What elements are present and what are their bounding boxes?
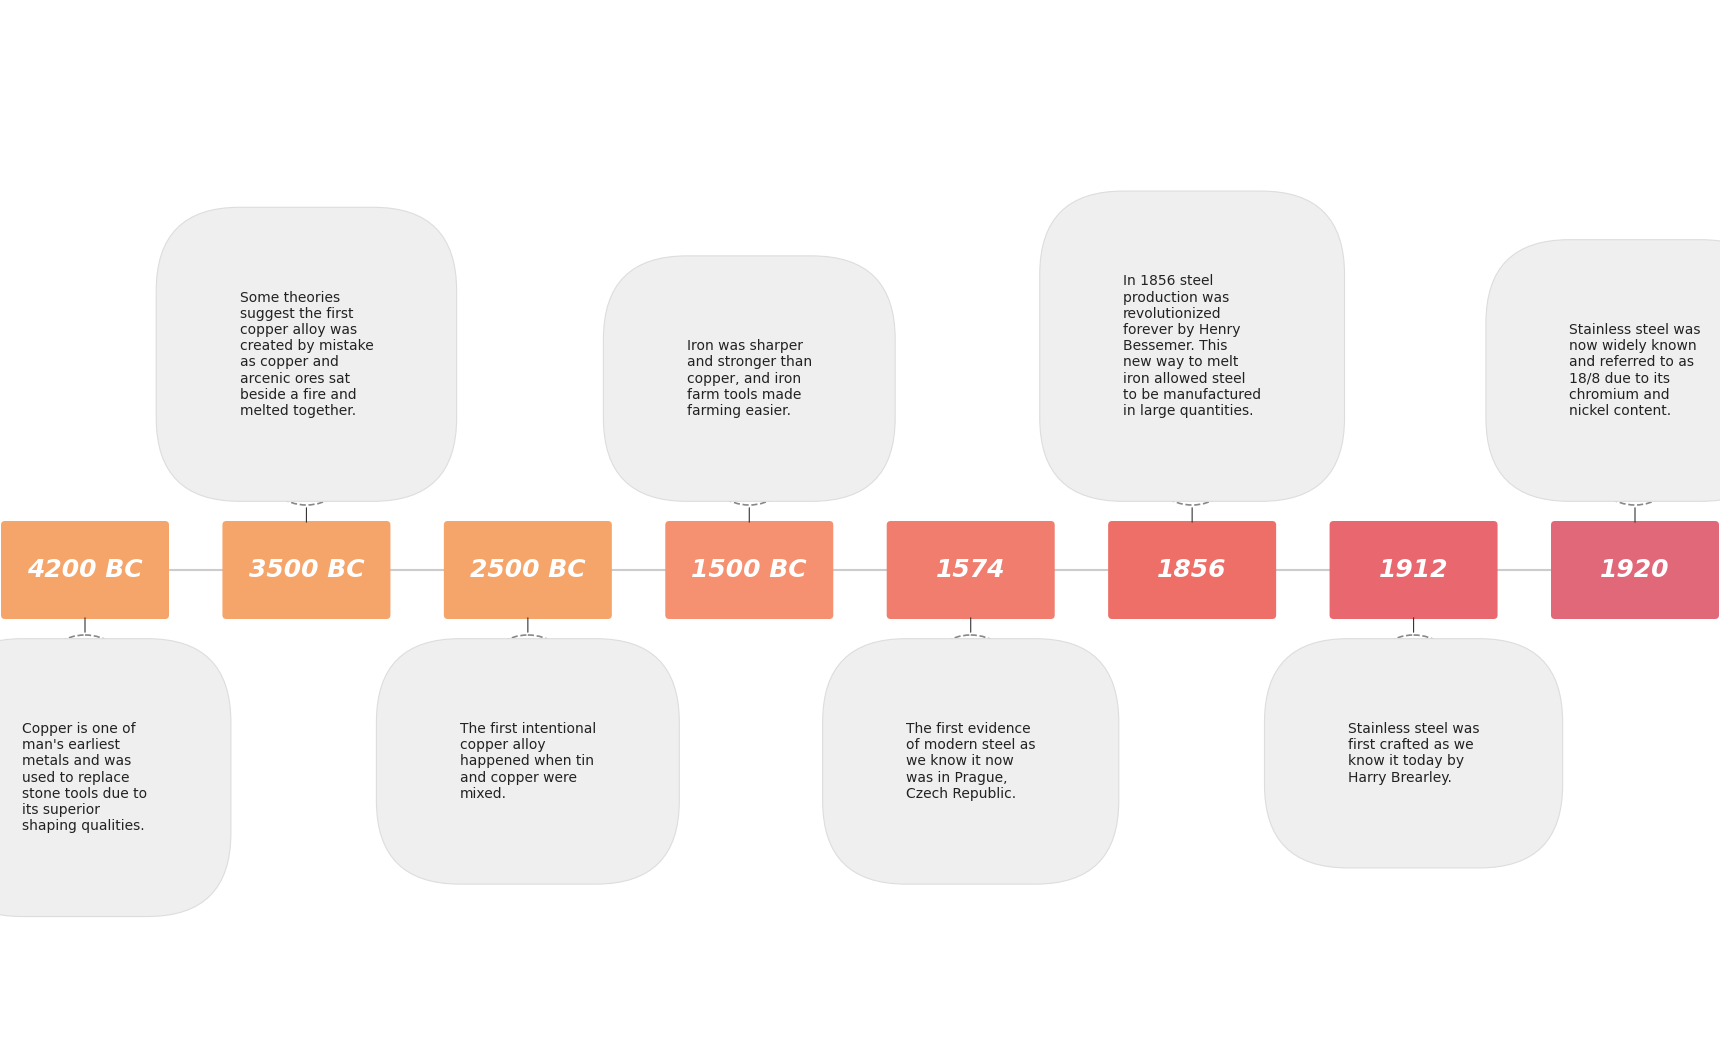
Ellipse shape <box>709 439 789 505</box>
Text: 1856: 1856 <box>1158 558 1226 582</box>
Text: Stainless steel was
now widely known
and referred to as
18/8 due to its
chromium: Stainless steel was now widely known and… <box>1569 323 1701 418</box>
Text: Some theories
suggest the first
copper alloy was
created by mistake
as copper an: Some theories suggest the first copper a… <box>239 291 373 418</box>
FancyBboxPatch shape <box>2 521 169 619</box>
Text: Stainless steel was
first crafted as we
know it today by
Harry Brearley.: Stainless steel was first crafted as we … <box>1348 722 1479 784</box>
Text: 1574: 1574 <box>936 558 1006 582</box>
Text: 1912: 1912 <box>1379 558 1448 582</box>
Text: Copper: Copper <box>60 661 110 674</box>
Text: Stainless
Steel: Stainless Steel <box>1383 652 1445 683</box>
FancyBboxPatch shape <box>1108 521 1276 619</box>
FancyBboxPatch shape <box>666 521 832 619</box>
Text: The first intentional
copper alloy
happened when tin
and copper were
mixed.: The first intentional copper alloy happe… <box>459 722 597 801</box>
Text: 3500 BC: 3500 BC <box>249 558 365 582</box>
FancyBboxPatch shape <box>222 521 390 619</box>
Ellipse shape <box>45 635 126 700</box>
FancyBboxPatch shape <box>888 521 1054 619</box>
Ellipse shape <box>931 635 1011 700</box>
Text: 2500 BC: 2500 BC <box>470 558 587 582</box>
Ellipse shape <box>488 635 568 700</box>
Text: In 1856 steel
production was
revolutionized
forever by Henry
Bessemer. This
new : In 1856 steel production was revolutioni… <box>1123 274 1261 418</box>
Ellipse shape <box>1152 439 1232 505</box>
Text: Copper is one of
man's earliest
metals and was
used to replace
stone tools due t: Copper is one of man's earliest metals a… <box>22 722 148 833</box>
FancyBboxPatch shape <box>1330 521 1498 619</box>
Text: Iron: Iron <box>736 465 764 480</box>
Ellipse shape <box>1374 635 1453 700</box>
Text: The
Bessemer
Process: The Bessemer Process <box>1158 449 1226 496</box>
Ellipse shape <box>267 439 346 505</box>
Text: Steel in
Prague: Steel in Prague <box>944 652 998 683</box>
Text: 4200 BC: 4200 BC <box>28 558 143 582</box>
Text: The first evidence
of modern steel as
we know it now
was in Prague,
Czech Republ: The first evidence of modern steel as we… <box>906 722 1035 801</box>
Text: 1920: 1920 <box>1600 558 1670 582</box>
Text: 1500 BC: 1500 BC <box>691 558 807 582</box>
FancyBboxPatch shape <box>1551 521 1718 619</box>
Text: Bronze: Bronze <box>504 661 552 674</box>
Ellipse shape <box>1594 439 1675 505</box>
Text: Iron was sharper
and stronger than
copper, and iron
farm tools made
farming easi: Iron was sharper and stronger than coppe… <box>686 339 812 418</box>
Text: Copper
Alloy: Copper Alloy <box>282 457 332 487</box>
FancyBboxPatch shape <box>444 521 612 619</box>
Text: 18/8: 18/8 <box>1619 465 1651 480</box>
